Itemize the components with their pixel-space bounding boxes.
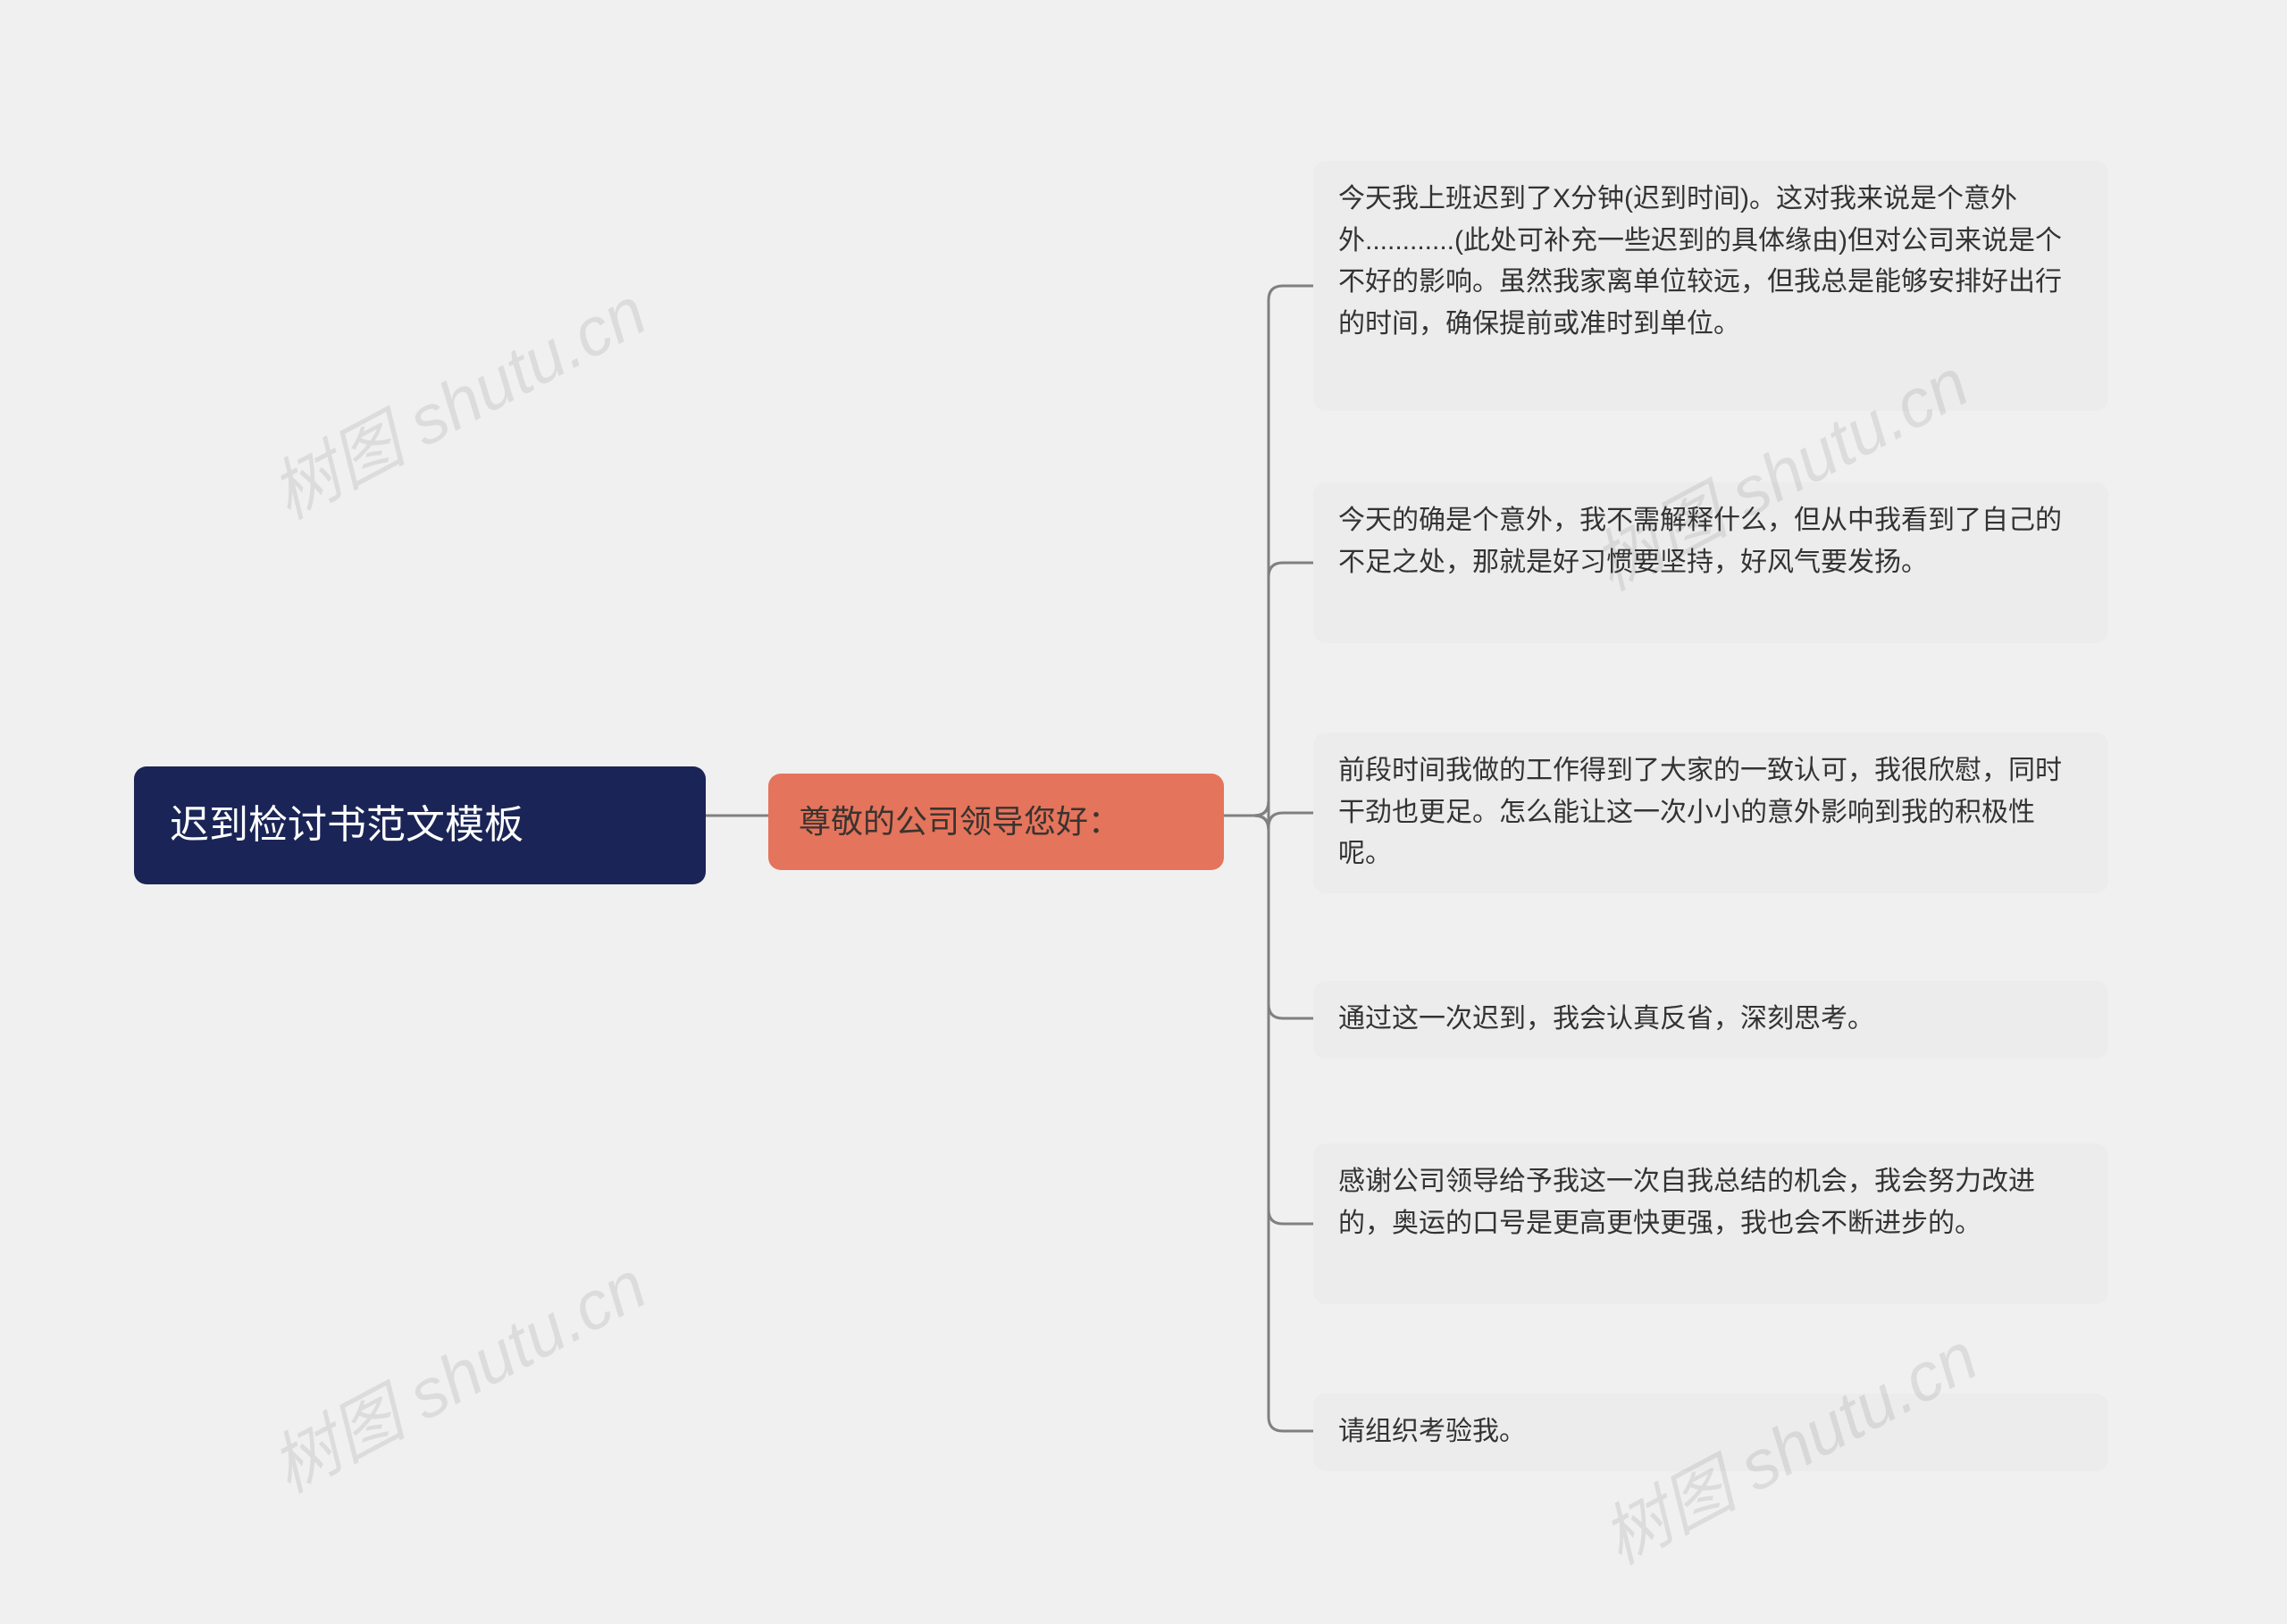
connector-path: [1224, 286, 1313, 816]
watermark: 树图 shutu.cn: [251, 1231, 660, 1511]
connector-path: [1224, 816, 1313, 1431]
leaf-node[interactable]: 前段时间我做的工作得到了大家的一致认可，我很欣慰，同时干劲也更足。怎么能让这一次…: [1313, 732, 2108, 893]
leaf-node[interactable]: 通过这一次迟到，我会认真反省，深刻思考。: [1313, 981, 2108, 1059]
level1-node[interactable]: 尊敬的公司领导您好：: [768, 774, 1224, 870]
connector-path: [1224, 816, 1313, 1018]
connector-path: [1224, 816, 1313, 1224]
root-node[interactable]: 迟到检讨书范文模板: [134, 766, 706, 884]
watermark: 树图 shutu.cn: [251, 257, 660, 537]
leaf-node[interactable]: 请组织考验我。: [1313, 1394, 2108, 1471]
leaf-node[interactable]: 感谢公司领导给予我这一次自我总结的机会，我会努力改进的，奥运的口号是更高更快更强…: [1313, 1143, 2108, 1304]
leaf-node[interactable]: 今天的确是个意外，我不需解释什么，但从中我看到了自己的不足之处，那就是好习惯要坚…: [1313, 482, 2108, 643]
mindmap-canvas: 迟到检讨书范文模板 尊敬的公司领导您好： 今天我上班迟到了X分钟(迟到时间)。这…: [0, 0, 2287, 1624]
connector-path: [1224, 563, 1313, 816]
leaf-node[interactable]: 今天我上班迟到了X分钟(迟到时间)。这对我来说是个意外外............…: [1313, 161, 2108, 411]
connector-path: [1224, 801, 1313, 827]
